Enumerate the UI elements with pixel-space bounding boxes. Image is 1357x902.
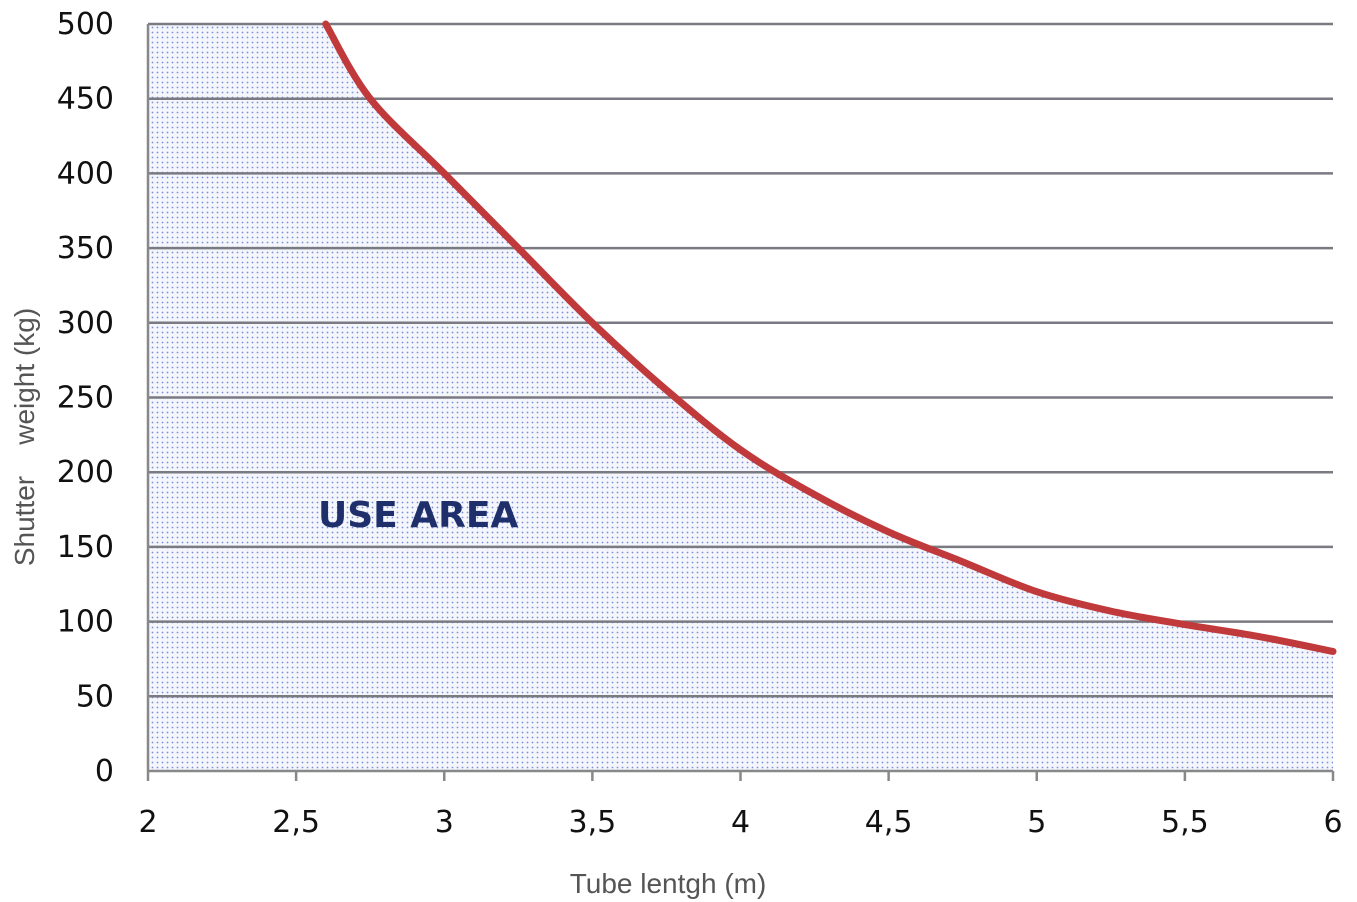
y-tick-label: 250 bbox=[57, 381, 114, 416]
y-tick-label: 50 bbox=[76, 679, 114, 714]
x-tick-label: 4,5 bbox=[865, 805, 913, 840]
use-area-fill bbox=[148, 24, 1333, 771]
axes-layer bbox=[146, 24, 1335, 781]
max-load-curve bbox=[322, 20, 1337, 655]
x-tick-label: 5,5 bbox=[1161, 805, 1209, 840]
use-area-annotation: USE AREA bbox=[318, 495, 518, 536]
x-tick-label: 3,5 bbox=[569, 805, 617, 840]
x-tick-label: 5 bbox=[1027, 805, 1046, 840]
x-tick-label: 6 bbox=[1323, 805, 1342, 840]
use-area-layer bbox=[148, 24, 1333, 771]
y-tick-label: 200 bbox=[57, 455, 114, 490]
x-tick-label: 4 bbox=[731, 805, 750, 840]
y-tick-label: 400 bbox=[57, 156, 114, 191]
grid-layer bbox=[148, 22, 1333, 698]
y-tick-label: 500 bbox=[57, 7, 114, 42]
y-tick-label: 0 bbox=[95, 754, 114, 789]
y-tick-label: 450 bbox=[57, 82, 114, 117]
y-tick-label: 100 bbox=[57, 605, 114, 640]
x-axis-title: Tube lentgh (m) bbox=[570, 868, 767, 899]
y-tick-label: 150 bbox=[57, 530, 114, 565]
y-tick-label: 350 bbox=[57, 231, 114, 266]
y-tick-label: 300 bbox=[57, 306, 114, 341]
series-layer bbox=[322, 20, 1337, 655]
x-tick-label: 3 bbox=[435, 805, 454, 840]
x-tick-label: 2,5 bbox=[272, 805, 320, 840]
x-tick-label: 2 bbox=[138, 805, 157, 840]
labels-layer: USE AREA Tube lentgh (m) Shutter weight … bbox=[9, 7, 1343, 899]
y-axis-title: Shutter weight (kg) bbox=[9, 308, 40, 566]
